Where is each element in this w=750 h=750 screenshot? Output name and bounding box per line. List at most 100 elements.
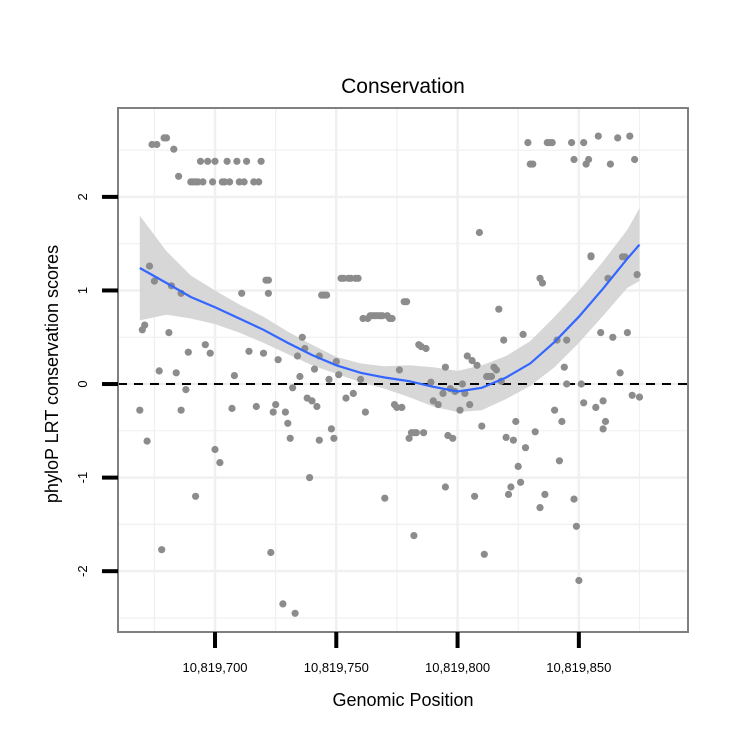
- data-point: [306, 474, 314, 482]
- data-point: [570, 495, 578, 503]
- data-point: [230, 372, 238, 380]
- data-point: [478, 422, 486, 430]
- x-tick-label: 10,819,850: [546, 660, 611, 675]
- confidence-ribbon: [139, 208, 640, 413]
- data-point: [623, 329, 632, 337]
- data-point: [599, 425, 607, 433]
- data-point: [517, 478, 525, 486]
- data-point: [449, 434, 457, 442]
- x-axis-title: Genomic Position: [332, 690, 473, 710]
- data-point: [252, 402, 260, 411]
- data-point: [592, 403, 600, 411]
- data-point: [456, 406, 464, 414]
- data-point: [504, 490, 513, 498]
- data-point: [398, 403, 406, 411]
- data-point: [468, 357, 476, 365]
- data-point: [405, 434, 413, 442]
- data-point: [519, 330, 527, 338]
- data-point: [507, 483, 515, 491]
- data-point: [538, 279, 547, 287]
- data-point: [170, 145, 178, 153]
- data-point: [381, 494, 389, 502]
- data-point: [601, 417, 610, 426]
- data-point: [211, 157, 219, 165]
- data-point: [575, 576, 583, 585]
- data-point: [492, 366, 500, 374]
- data-point: [572, 522, 581, 530]
- data-point: [427, 378, 435, 386]
- y-tick-label: 0: [75, 380, 90, 387]
- data-point: [599, 397, 607, 405]
- data-point: [633, 271, 641, 279]
- data-point: [536, 504, 544, 512]
- data-point: [458, 380, 466, 388]
- data-point: [211, 445, 219, 454]
- data-point: [570, 155, 578, 164]
- data-point: [502, 433, 510, 441]
- data-point: [631, 155, 639, 164]
- data-point: [509, 436, 517, 444]
- data-point: [614, 134, 622, 142]
- data-point: [587, 252, 595, 260]
- data-point: [209, 178, 217, 186]
- data-point: [143, 437, 151, 445]
- data-point: [551, 406, 559, 414]
- y-axis: 2 1 0 -1 -2: [75, 193, 118, 577]
- data-point: [298, 333, 306, 341]
- data-point: [441, 363, 449, 371]
- data-point: [395, 366, 403, 374]
- data-point: [238, 289, 246, 297]
- data-point: [495, 305, 503, 313]
- data-point: [463, 352, 471, 360]
- data-point: [274, 356, 282, 364]
- data-point: [580, 139, 588, 147]
- data-point: [480, 550, 488, 558]
- y-tick-label: -1: [75, 472, 90, 484]
- data-point: [420, 429, 428, 437]
- data-point: [199, 178, 207, 186]
- data-point: [177, 406, 185, 414]
- data-point: [293, 352, 302, 360]
- data-point: [342, 394, 350, 402]
- data-point: [412, 429, 420, 437]
- data-point: [264, 289, 272, 297]
- data-point: [272, 401, 280, 409]
- data-point: [471, 492, 479, 500]
- data-point: [136, 406, 144, 414]
- data-point: [184, 348, 192, 356]
- data-point: [594, 132, 602, 140]
- data-point: [388, 314, 396, 323]
- data-point: [240, 178, 248, 186]
- data-point: [182, 386, 190, 394]
- x-tick-label: 10,819,750: [304, 660, 369, 675]
- data-point: [327, 425, 335, 433]
- data-point: [548, 139, 556, 147]
- data-point: [487, 372, 496, 381]
- data-point: [410, 532, 418, 540]
- data-point: [223, 157, 231, 165]
- data-point: [281, 408, 289, 416]
- data-point: [626, 132, 634, 140]
- data-point: [296, 372, 304, 381]
- data-point: [315, 436, 323, 444]
- data-point: [531, 428, 539, 436]
- data-point: [563, 336, 571, 344]
- data-point: [616, 369, 624, 377]
- data-point: [257, 157, 265, 165]
- data-point: [580, 399, 588, 407]
- y-tick-label: 2: [75, 193, 90, 200]
- data-point: [429, 397, 437, 405]
- data-point: [175, 172, 183, 180]
- data-point: [291, 609, 299, 617]
- data-point: [403, 298, 411, 306]
- data-point: [162, 134, 171, 142]
- data-point: [361, 408, 369, 416]
- data-point: [245, 347, 253, 355]
- smooth-trend-line: [139, 243, 641, 393]
- data-point: [609, 333, 617, 341]
- data-point: [422, 344, 430, 353]
- data-point: [606, 160, 615, 168]
- y-tick-label: 1: [75, 287, 90, 294]
- data-point: [310, 365, 319, 373]
